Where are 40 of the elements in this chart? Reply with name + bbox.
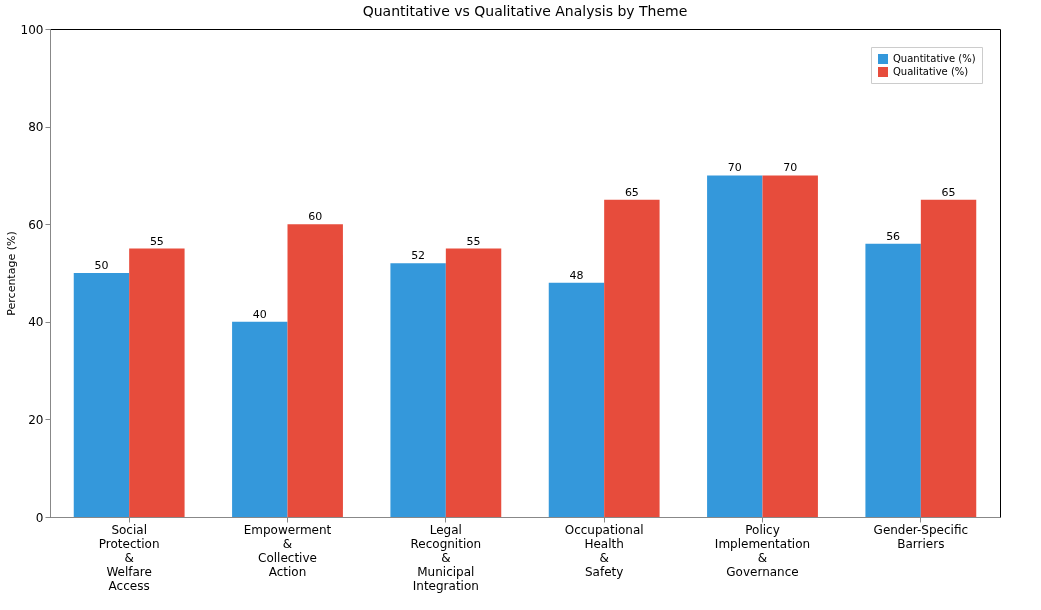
data-label: 70 bbox=[783, 161, 798, 175]
data-label: 52 bbox=[411, 249, 426, 263]
bar bbox=[865, 243, 921, 517]
bar bbox=[920, 199, 977, 517]
data-label: 70 bbox=[727, 161, 742, 175]
bar bbox=[390, 263, 446, 517]
y-tick-label: 100 bbox=[20, 22, 44, 37]
bar bbox=[287, 224, 343, 517]
x-tick-label: Social Protection & Welfare Access bbox=[98, 522, 160, 593]
data-label: 40 bbox=[252, 307, 267, 321]
x-tick-label: Gender-Specific Barriers bbox=[873, 522, 969, 551]
x-tick-label: Empowerment & Collective Action bbox=[243, 522, 332, 579]
y-axis-title: Percentage (%) bbox=[4, 231, 18, 316]
data-label: 60 bbox=[308, 210, 323, 224]
bar bbox=[129, 248, 185, 517]
bar bbox=[707, 175, 763, 517]
x-tick-label: Policy Implementation & Governance bbox=[714, 522, 811, 579]
data-label: 55 bbox=[466, 234, 481, 248]
data-label: 65 bbox=[941, 185, 956, 199]
data-label: 55 bbox=[149, 234, 164, 248]
chart-title: Quantitative vs Qualitative Analysis by Theme bbox=[362, 3, 688, 19]
bar bbox=[232, 321, 288, 517]
bar bbox=[445, 248, 502, 517]
data-label: 50 bbox=[94, 259, 109, 272]
legend-label: Qualitative (%) bbox=[893, 66, 969, 77]
bar bbox=[762, 175, 818, 517]
y-tick-label: 40 bbox=[28, 315, 44, 330]
y-tick-label: 60 bbox=[28, 217, 44, 232]
y-tick-label: 0 bbox=[35, 510, 44, 525]
data-label: 65 bbox=[624, 185, 639, 199]
bar bbox=[73, 273, 130, 517]
x-tick-label: Legal Recognition & Municipal Integration bbox=[410, 522, 482, 593]
bar bbox=[604, 199, 660, 517]
legend-label: Quantitative (%) bbox=[893, 53, 976, 64]
data-label: 56 bbox=[886, 229, 901, 243]
y-tick-label: 80 bbox=[28, 120, 44, 135]
x-tick-label: Occupational Health & Safety bbox=[564, 522, 644, 579]
data-label: 48 bbox=[569, 268, 584, 282]
y-tick-label: 20 bbox=[28, 412, 44, 427]
bar bbox=[548, 282, 605, 517]
